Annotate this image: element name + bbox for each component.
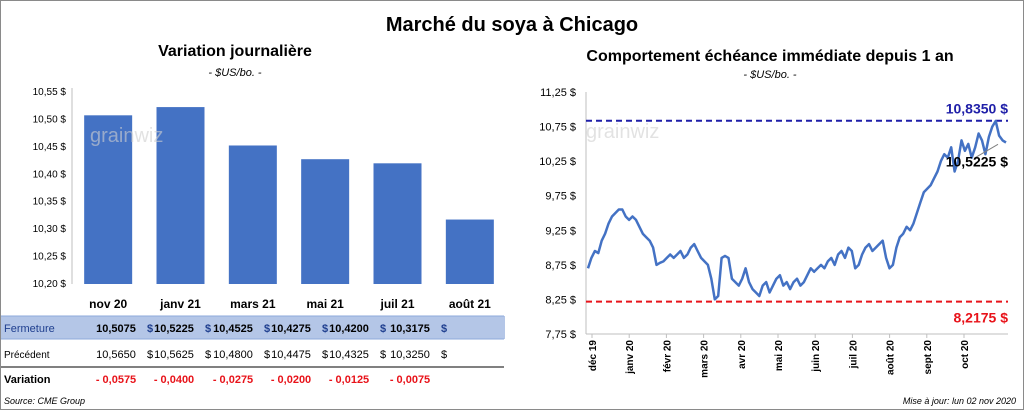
- table-cell-unit: $: [147, 323, 153, 335]
- fermeture-row-bg: [1, 316, 505, 339]
- table-cell-unit: $: [264, 349, 270, 361]
- table-cell: 10,3175: [390, 323, 430, 335]
- line-chart-title: Comportement échéance immédiate depuis 1…: [586, 48, 954, 65]
- table-cell: 10,5625: [154, 349, 194, 361]
- price-series-line: [586, 119, 1007, 301]
- bar: [373, 163, 422, 284]
- bar-x-tick-label: mai 21: [306, 297, 344, 311]
- line-y-tick-label: 10,25 $: [539, 156, 576, 168]
- bar: [228, 145, 277, 284]
- table-cell: 10,4325: [329, 349, 369, 361]
- watermark-left: grainwiz: [90, 125, 163, 147]
- table-cell: - 0,0125: [329, 374, 369, 386]
- line-x-tick-label: févr 20: [662, 340, 673, 373]
- line-x-tick-label: déc 19: [588, 340, 599, 372]
- line-y-tick-label: 7,75 $: [545, 329, 576, 341]
- table-cell: 10,5650: [96, 349, 136, 361]
- table-cell: 10,4475: [271, 349, 311, 361]
- table-cell-unit: $: [147, 349, 153, 361]
- line-y-tick-label: 8,75 $: [545, 260, 576, 272]
- bar: [301, 159, 350, 284]
- bar-y-tick-label: 10,35 $: [33, 197, 67, 208]
- high-label: 10,8350 $: [946, 101, 1008, 117]
- bar-y-tick-label: 10,20 $: [33, 279, 67, 290]
- table-cell-unit: $: [380, 349, 386, 361]
- watermark-right: grainwiz: [586, 121, 659, 143]
- table-cell-unit: $: [380, 323, 386, 335]
- table-row-label: Fermeture: [4, 323, 55, 335]
- last-price-label: 10,5225 $: [946, 153, 1008, 169]
- table-cell-unit: $: [264, 323, 270, 335]
- bar: [156, 107, 205, 284]
- bar-chart-unit: - $US/bo. -: [208, 67, 262, 79]
- line-x-tick-label: août 20: [886, 340, 897, 375]
- table-row-label: Variation: [4, 374, 51, 386]
- table-cell-unit: $: [441, 349, 447, 361]
- line-y-tick-label: 10,75 $: [539, 122, 576, 134]
- source-note: Source: CME Group: [4, 396, 86, 406]
- bar-chart-title: Variation journalière: [158, 43, 312, 60]
- table-cell: 10,4200: [329, 323, 369, 335]
- bar-x-tick-label: nov 20: [89, 297, 127, 311]
- line-x-tick-label: mars 20: [700, 340, 711, 378]
- line-x-tick-label: janv 20: [625, 340, 636, 375]
- table-cell-unit: $: [205, 323, 211, 335]
- bar-y-tick-label: 10,45 $: [33, 142, 67, 153]
- line-chart-unit: - $US/bo. -: [743, 69, 797, 81]
- table-cell-unit: $: [441, 323, 447, 335]
- update-note: Mise à jour: lun 02 nov 2020: [902, 396, 1016, 406]
- bar-y-tick-label: 10,30 $: [33, 224, 67, 235]
- line-x-tick-label: oct 20: [960, 340, 971, 369]
- table-cell: 10,5075: [96, 323, 136, 335]
- table-cell: - 0,0400: [154, 374, 194, 386]
- table-cell: 10,4800: [213, 349, 253, 361]
- table-cell: - 0,0275: [213, 374, 253, 386]
- bar-x-tick-label: janv 21: [159, 297, 201, 311]
- bar: [445, 219, 494, 284]
- bar-y-tick-label: 10,25 $: [33, 252, 67, 263]
- table-cell: - 0,0575: [96, 374, 136, 386]
- table-cell: - 0,0200: [271, 374, 311, 386]
- line-y-tick-label: 9,25 $: [545, 225, 576, 237]
- table-cell: 10,3250: [390, 349, 430, 361]
- table-cell-unit: $: [322, 323, 328, 335]
- line-y-tick-label: 8,25 $: [545, 294, 576, 306]
- bar-y-tick-label: 10,40 $: [33, 169, 67, 180]
- line-y-tick-label: 11,25 $: [540, 87, 576, 99]
- table-cell: 10,5225: [154, 323, 194, 335]
- bar-y-tick-label: 10,55 $: [33, 87, 67, 98]
- last-callout-leader: [973, 143, 999, 159]
- line-x-tick-label: mai 20: [774, 340, 785, 372]
- table-cell-unit: $: [322, 349, 328, 361]
- bar-y-tick-label: 10,50 $: [33, 114, 67, 125]
- bar-x-tick-label: mars 21: [230, 297, 276, 311]
- line-y-tick-label: 9,75 $: [545, 191, 576, 203]
- line-x-tick-label: sept 20: [923, 340, 934, 375]
- line-x-tick-label: juil 20: [848, 340, 859, 370]
- bar: [84, 115, 133, 284]
- bar-x-tick-label: juil 21: [379, 297, 414, 311]
- table-cell: 10,4275: [271, 323, 311, 335]
- page-title: Marché du soya à Chicago: [385, 14, 639, 36]
- table-row-label: Précédent: [4, 350, 50, 361]
- table-cell: 10,4525: [213, 323, 253, 335]
- bar-x-tick-label: août 21: [449, 297, 491, 311]
- line-x-tick-label: juin 20: [811, 340, 822, 373]
- line-x-tick-label: avr 20: [737, 340, 748, 369]
- table-cell: - 0,0075: [390, 374, 430, 386]
- low-label: 8,2175 $: [954, 310, 1009, 326]
- table-cell-unit: $: [205, 349, 211, 361]
